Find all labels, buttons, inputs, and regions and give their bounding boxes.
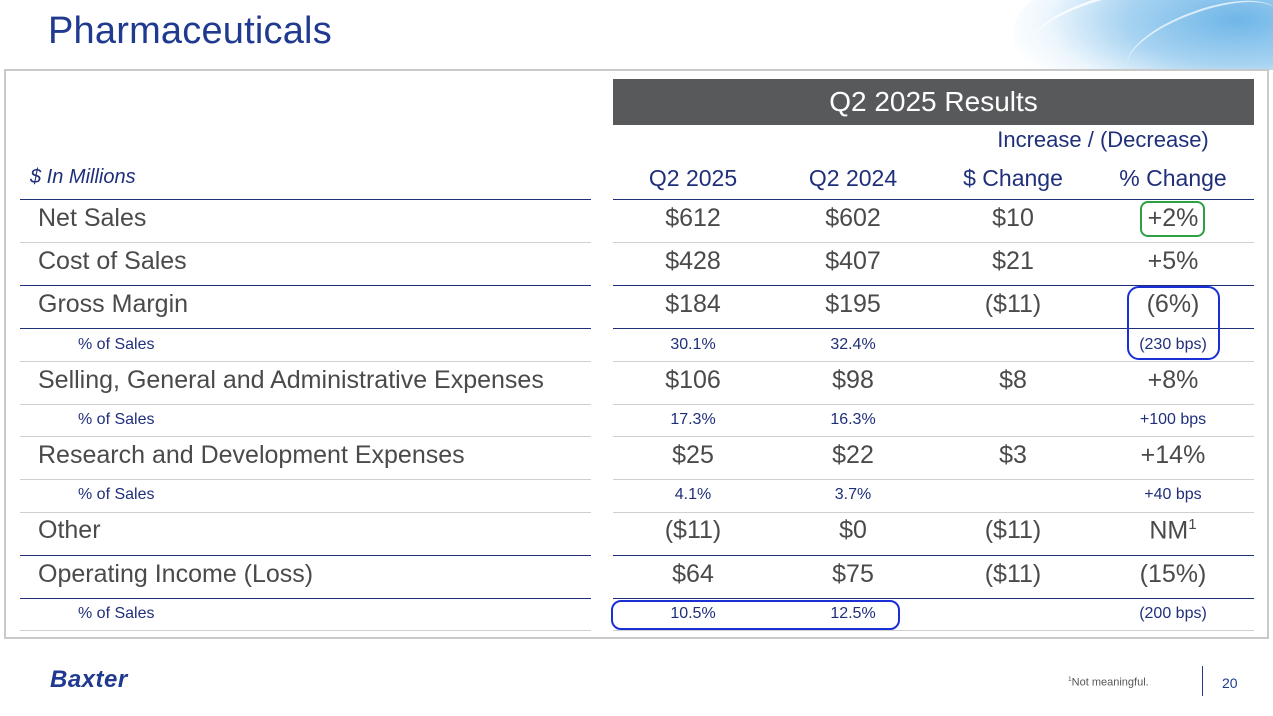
cell-q2-2024: $602 [825,204,881,232]
units-label: $ In Millions [30,166,136,188]
cell-q2-2024: 12.5% [830,605,876,622]
row-label: Net Sales [38,204,147,232]
cell-q2-2024: $22 [832,441,874,469]
results-banner: Q2 2025 Results [613,79,1254,125]
cell-q2-2025: $25 [672,441,714,469]
cell-dollar-change: $21 [992,247,1034,275]
row-label: Gross Margin [38,290,189,318]
cell-q2-2025: 10.5% [670,605,716,622]
cell-percent-change: +100 bps [1139,411,1207,428]
cell-percent-change: +14% [1140,441,1206,469]
row-label: Cost of Sales [38,247,187,275]
cell-percent-change: NM1 [1093,516,1253,545]
cell-dollar-change: ($11) [984,290,1042,318]
cell-dollar-change: ($11) [984,560,1042,588]
cell-dollar-change: ($11) [984,516,1042,544]
column-header-percent-change: % Change [1119,165,1227,191]
column-header-q2-2024: Q2 2024 [808,165,898,191]
highlight-gross-margin-change [1127,286,1220,360]
cell-q2-2025: $184 [665,290,721,318]
cell-percent-change: +2% [1147,204,1199,232]
page-title: Pharmaceuticals [48,10,332,52]
footnote-marker: 1 [1068,676,1072,683]
footer-divider [1202,666,1203,696]
cell-percent-change: (230 bps) [1139,336,1207,353]
not-meaningful-value: NM [1149,516,1189,545]
row-label: % of Sales [78,605,155,622]
cell-q2-2024: 3.7% [834,486,872,503]
cell-percent-change: +40 bps [1144,486,1202,503]
cell-q2-2025: 30.1% [670,336,716,353]
column-header-q2-2025: Q2 2025 [648,165,738,191]
cell-q2-2025: 4.1% [674,486,712,503]
cell-q2-2025: $612 [665,204,721,232]
row-label: Research and Development Expenses [38,441,465,469]
cell-dollar-change: $8 [999,366,1027,394]
cell-dollar-change: $3 [999,441,1027,469]
cell-q2-2025: $106 [665,366,721,394]
footnote-text: Not meaningful. [1071,676,1149,689]
cell-percent-change: +5% [1147,247,1199,275]
cell-q2-2024: 16.3% [830,411,876,428]
cell-percent-change: (200 bps) [1139,605,1207,622]
header-decoration [973,0,1273,70]
footnote: 1Not meaningful. [1068,676,1149,689]
row-label: Other [38,516,101,544]
highlight-net-sales-change [1140,201,1205,237]
cell-q2-2024: 32.4% [830,336,876,353]
increase-decrease-header: Increase / (Decrease) [997,127,1209,152]
row-label: % of Sales [78,336,155,353]
cell-q2-2024: $0 [839,516,867,544]
cell-q2-2025: $428 [665,247,721,275]
cell-q2-2025: ($11) [664,516,722,544]
row-label: Operating Income (Loss) [38,560,314,588]
page-number: 20 [1222,675,1238,691]
highlight-operating-margin [611,600,900,630]
cell-q2-2024: $75 [832,560,874,588]
cell-dollar-change: $10 [992,204,1034,232]
row-label: Selling, General and Administrative Expe… [38,366,544,394]
cell-q2-2024: $98 [832,366,874,394]
cell-q2-2025: $64 [672,560,714,588]
cell-q2-2024: $407 [825,247,881,275]
footnote-marker: 1 [1188,516,1197,533]
cell-percent-change: (6%) [1146,290,1200,318]
cell-q2-2025: 17.3% [670,411,716,428]
baxter-logo: Baxter [50,666,128,693]
row-label: % of Sales [78,411,155,428]
cell-q2-2024: $195 [825,290,881,318]
results-table-panel [4,69,1269,639]
cell-percent-change: (15%) [1139,560,1207,588]
column-header-dollar-change: $ Change [963,165,1063,191]
row-label: % of Sales [78,486,155,503]
cell-percent-change: +8% [1147,366,1199,394]
